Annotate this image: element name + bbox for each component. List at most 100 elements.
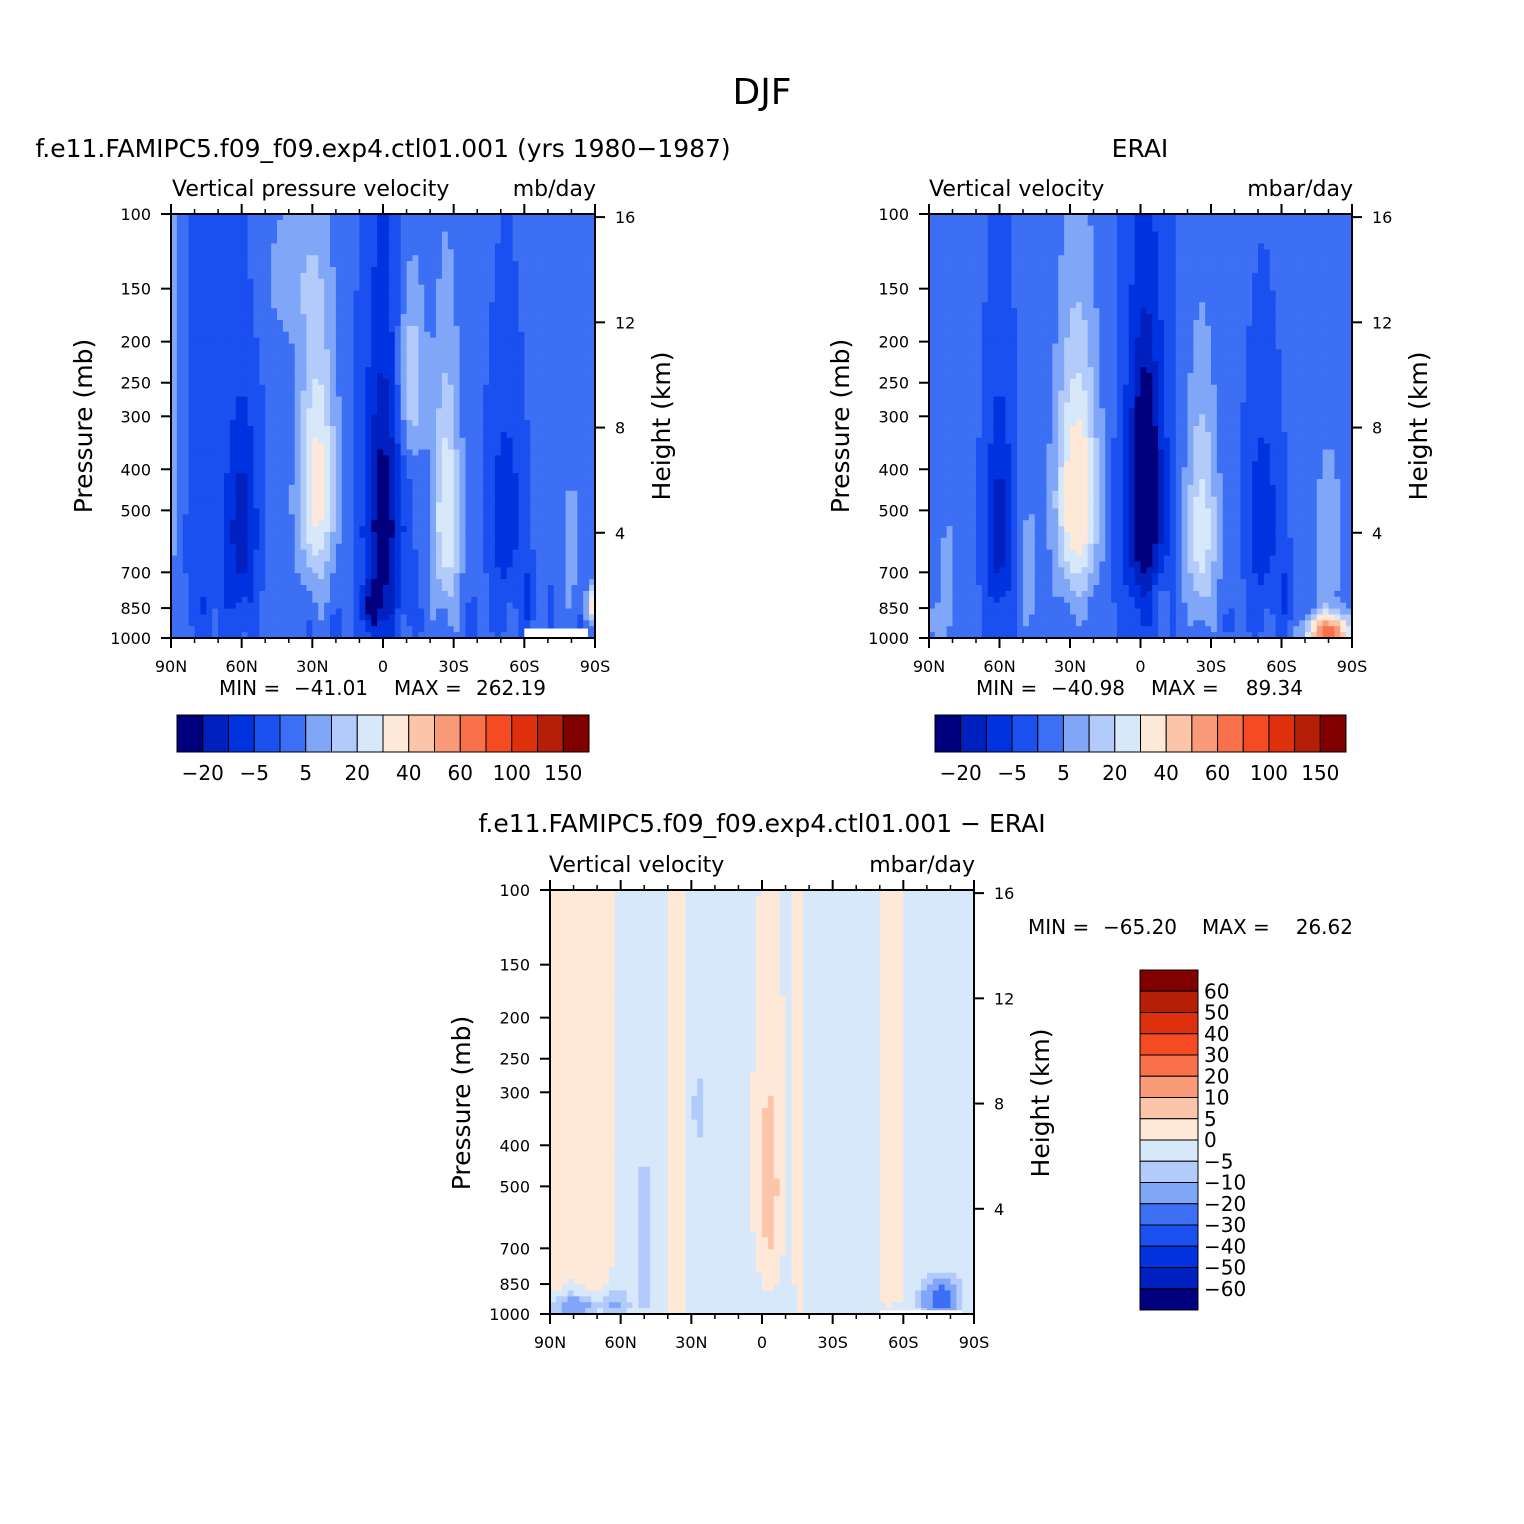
contour-cell [542,438,548,444]
contour-cell [536,373,542,379]
contour-cell [354,426,360,432]
contour-cell [401,326,407,332]
contour-cell [342,308,348,314]
contour-cell [271,591,277,597]
contour-cell [489,279,495,285]
contour-cell [177,420,183,426]
contour-cell [224,473,230,479]
contour-cell [536,238,542,244]
contour-cell [383,402,389,408]
contour-cell [430,232,436,238]
contour-cell [554,450,560,456]
contour-cell [200,567,206,573]
contour-cell [448,332,454,338]
contour-cell [183,296,189,302]
contour-cell [583,432,589,438]
contour-cell [477,491,483,497]
contour-cell [430,544,436,550]
contour-cell [359,320,365,326]
contour-cell [518,367,524,373]
contour-cell [518,373,524,379]
contour-cell [200,609,206,615]
contour-cell [306,455,312,461]
contour-cell [189,261,195,267]
contour-cell [389,273,395,279]
contour-cell [183,485,189,491]
contour-cell [342,508,348,514]
contour-cell [200,603,206,609]
contour-cell [448,544,454,550]
contour-cell [359,373,365,379]
contour-cell [495,520,501,526]
contour-cell [230,243,236,249]
contour-cell [436,503,442,509]
contour-cell [206,585,212,591]
contour-cell [395,267,401,273]
contour-cell [342,302,348,308]
contour-cell [383,220,389,226]
contour-cell [177,620,183,626]
contour-cell [530,473,536,479]
contour-cell [524,455,530,461]
contour-cell [536,308,542,314]
contour-cell [407,273,413,279]
contour-cell [301,444,307,450]
contour-cell [195,361,201,367]
contour-cell [436,344,442,350]
contour-cell [518,302,524,308]
contour-cell [513,426,519,432]
contour-cell [200,355,206,361]
contour-cell [460,379,466,385]
contour-cell [489,597,495,603]
contour-cell [236,550,242,556]
contour-cell [501,473,507,479]
contour-cell [318,561,324,567]
contour-cell [206,520,212,526]
contour-cell [301,538,307,544]
contour-cell [365,367,371,373]
contour-cell [412,514,418,520]
contour-cell [542,338,548,344]
contour-cell [501,314,507,320]
contour-cell [554,261,560,267]
contour-cell [436,538,442,544]
contour-cell [283,461,289,467]
contour-cell [483,279,489,285]
contour-cell [536,332,542,338]
contour-cell [507,444,513,450]
contour-cell [560,314,566,320]
contour-cell [195,609,201,615]
contour-cell [336,450,342,456]
contour-cell [359,391,365,397]
contour-cell [253,609,259,615]
contour-cell [195,308,201,314]
contour-cell [359,291,365,297]
contour-cell [371,255,377,261]
contour-cell [236,402,242,408]
contour-cell [554,273,560,279]
contour-cell [177,573,183,579]
contour-cell [301,438,307,444]
contour-cell [253,591,259,597]
contour-cell [530,296,536,302]
contour-cell [465,226,471,232]
contour-cell [330,473,336,479]
contour-cell [524,609,530,615]
contour-cell [536,255,542,261]
contour-cell [513,609,519,615]
contour-cell [330,585,336,591]
contour-cell [200,538,206,544]
contour-cell [230,391,236,397]
contour-cell [471,609,477,615]
contour-cell [536,314,542,320]
contour-cell [395,397,401,403]
contour-cell [389,544,395,550]
contour-cell [224,479,230,485]
contour-cell [465,355,471,361]
contour-cell [424,355,430,361]
contour-cell [271,485,277,491]
contour-cell [342,296,348,302]
contour-cell [206,243,212,249]
contour-cell [248,361,254,367]
contour-cell [365,609,371,615]
